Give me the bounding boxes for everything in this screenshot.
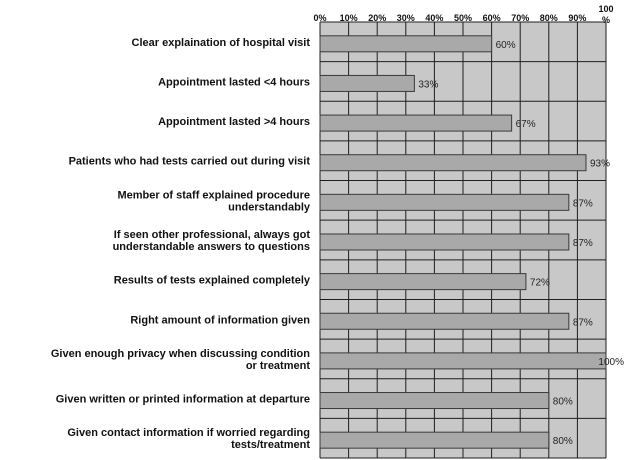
x-tick-label: 40% xyxy=(425,13,443,23)
x-tick-label: 100 xyxy=(598,4,613,14)
data-label: 100% xyxy=(598,357,624,368)
category-label: Clear explaination of hospital visit xyxy=(132,37,311,49)
bar-series xyxy=(319,35,607,449)
x-tick-label: 30% xyxy=(397,13,415,23)
data-label: 87% xyxy=(573,198,593,209)
x-tick-label: 80% xyxy=(540,13,558,23)
category-label: Results of tests explained completely xyxy=(114,275,311,287)
bar xyxy=(319,233,570,251)
data-label: 72% xyxy=(530,278,550,289)
category-label: understandable answers to questions xyxy=(113,241,310,253)
x-tick-label: 20% xyxy=(368,13,386,23)
category-label: Patients who had tests carried out durin… xyxy=(69,156,311,168)
data-label: 87% xyxy=(573,238,593,249)
category-label: Appointment lasted >4 hours xyxy=(158,116,310,128)
bar xyxy=(319,74,415,92)
x-tick-label: 90% xyxy=(568,13,586,23)
value-labels: 60% 33% 67% 93% 87% 87% 72% 87% 100% 80% 80% xyxy=(418,40,624,447)
bar xyxy=(319,114,513,132)
category-label: Given contact information if worried reg… xyxy=(67,427,310,439)
data-label: 60% xyxy=(496,40,516,51)
data-label: 80% xyxy=(553,436,573,447)
bar xyxy=(319,273,527,291)
category-label: Right amount of information given xyxy=(130,314,310,326)
data-label: 67% xyxy=(516,119,536,130)
data-label: 87% xyxy=(573,317,593,328)
category-label: If seen other professional, always got xyxy=(114,229,311,241)
x-tick-label: 10% xyxy=(340,13,358,23)
x-tick-label: % xyxy=(602,15,610,25)
data-label: 80% xyxy=(553,397,573,408)
bar xyxy=(319,312,570,330)
bar xyxy=(319,392,550,410)
x-tick-label: 50% xyxy=(454,13,472,23)
data-label: 93% xyxy=(590,159,610,170)
category-label: Member of staff explained procedure xyxy=(117,189,310,201)
category-label: Appointment lasted <4 hours xyxy=(158,76,310,88)
x-tick-label: 60% xyxy=(483,13,501,23)
category-label: Given enough privacy when discussing con… xyxy=(51,348,310,360)
x-tick-label: 0% xyxy=(313,13,326,23)
category-label: or treatment xyxy=(246,360,311,372)
bar xyxy=(319,193,570,211)
category-label: tests/treatment xyxy=(231,439,310,451)
category-label: understandably xyxy=(228,201,311,213)
x-axis-tick-labels: 0% 10% 20% 30% 40% 50% 60% 70% 80% 90% 100% xyxy=(313,4,613,25)
bar xyxy=(319,431,550,449)
bar xyxy=(319,352,607,370)
category-label: Given written or printed information at … xyxy=(56,394,310,406)
bar xyxy=(319,154,587,172)
category-labels: Clear explaination of hospital visit Appo… xyxy=(51,37,311,451)
data-label: 33% xyxy=(418,79,438,90)
x-tick-label: 70% xyxy=(511,13,529,23)
bar xyxy=(319,35,493,53)
